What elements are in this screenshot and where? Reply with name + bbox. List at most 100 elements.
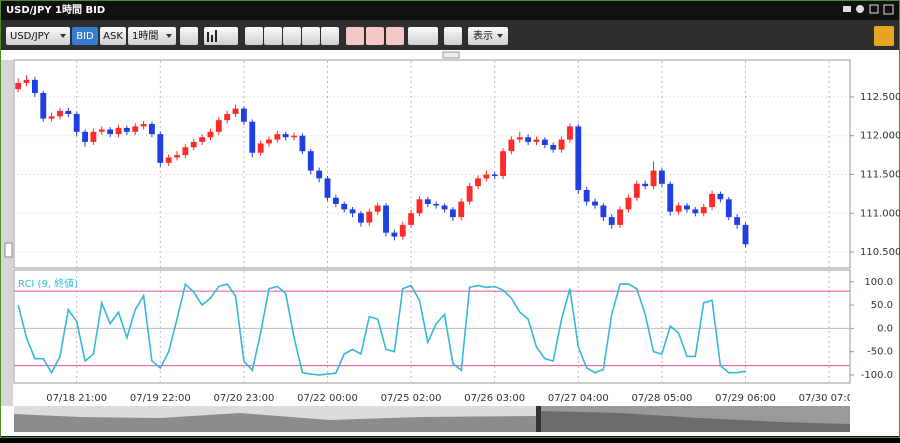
navigator-silhouette bbox=[541, 411, 850, 432]
bid-label: BID bbox=[76, 31, 94, 42]
candle-body bbox=[508, 139, 515, 152]
candle-body bbox=[332, 197, 339, 204]
zoom-in-button[interactable] bbox=[245, 27, 263, 45]
candle-body bbox=[617, 209, 624, 225]
y-tick-label: 50.0 bbox=[871, 300, 893, 311]
candle-body bbox=[558, 139, 565, 150]
indicator-label: RCI (9, 終値) bbox=[18, 277, 78, 290]
candle-body bbox=[383, 205, 389, 233]
candle-body bbox=[458, 201, 465, 218]
candle-body bbox=[483, 174, 490, 179]
candle-body bbox=[374, 205, 381, 212]
candle-body bbox=[165, 157, 172, 163]
y-tick-label: 110.500 bbox=[860, 247, 900, 258]
navigator-handle[interactable] bbox=[536, 406, 541, 432]
candle-body bbox=[408, 213, 415, 225]
candle-body bbox=[466, 186, 473, 202]
order-button[interactable] bbox=[366, 27, 384, 45]
minimize-button[interactable] bbox=[843, 6, 851, 12]
y-tick-label: 111.000 bbox=[860, 208, 900, 219]
candle-body bbox=[349, 209, 356, 214]
candle-body bbox=[182, 147, 189, 156]
symbol-select[interactable] bbox=[6, 27, 70, 45]
candle-body bbox=[391, 232, 398, 237]
compare-button[interactable] bbox=[180, 27, 198, 45]
candle-body bbox=[324, 178, 331, 198]
chart-type-button[interactable] bbox=[204, 27, 238, 45]
candle-body bbox=[215, 120, 222, 132]
candle-body bbox=[500, 151, 506, 177]
candle-body bbox=[667, 183, 674, 212]
x-tick-label: 07/30 07:00 bbox=[799, 393, 860, 404]
candle-body bbox=[40, 93, 47, 119]
candle-body bbox=[157, 134, 164, 163]
order-button[interactable] bbox=[346, 27, 364, 45]
restore-button[interactable] bbox=[869, 4, 879, 14]
candle-body bbox=[31, 79, 38, 94]
interval-label: 1時間 bbox=[132, 30, 158, 42]
candle-body bbox=[73, 113, 80, 132]
candle-body bbox=[23, 79, 30, 83]
side-handle[interactable] bbox=[4, 242, 13, 258]
candle-body bbox=[449, 209, 456, 218]
x-tick-label: 07/28 05:00 bbox=[631, 393, 692, 404]
candle-body bbox=[90, 131, 97, 142]
candle-body bbox=[57, 110, 63, 117]
window-title: USD/JPY 1時間 BID bbox=[6, 3, 105, 16]
candle-body bbox=[115, 127, 122, 135]
navigator-silhouette bbox=[14, 413, 537, 432]
candle-body bbox=[366, 211, 373, 223]
view-label: 表示 bbox=[473, 29, 493, 42]
zoom-out-button[interactable] bbox=[264, 27, 282, 45]
close-button[interactable] bbox=[883, 4, 894, 15]
candle-body bbox=[583, 189, 590, 202]
plot-layer: 07/18 21:00 07/19 22:00 07/20 23:00 07/22 0… bbox=[14, 61, 860, 404]
navigator[interactable] bbox=[14, 406, 850, 432]
candle-body bbox=[692, 209, 699, 214]
snapshot-button[interactable] bbox=[444, 27, 462, 45]
view-button[interactable] bbox=[468, 27, 508, 45]
candle-body bbox=[600, 205, 607, 218]
candle-body bbox=[475, 178, 481, 187]
ask-button[interactable] bbox=[100, 27, 126, 45]
candle-body bbox=[249, 121, 256, 153]
layout-button[interactable] bbox=[302, 27, 320, 45]
panel-handle[interactable] bbox=[442, 51, 460, 59]
candle-body bbox=[190, 141, 197, 148]
candle-body bbox=[567, 126, 573, 140]
y-tick-label: -100.0 bbox=[861, 370, 893, 381]
settings-button[interactable] bbox=[856, 5, 864, 13]
layout-button[interactable] bbox=[283, 27, 301, 45]
candle-body bbox=[358, 213, 364, 223]
candle-body bbox=[140, 124, 147, 127]
candle-body bbox=[123, 127, 130, 132]
candle-body bbox=[608, 217, 615, 225]
window-controls[interactable] bbox=[843, 4, 894, 15]
candle-body bbox=[341, 203, 348, 210]
candle-body bbox=[82, 131, 88, 142]
candle-body bbox=[700, 207, 707, 214]
settings-toggle[interactable] bbox=[874, 26, 894, 46]
order-button[interactable] bbox=[386, 27, 404, 45]
candle-body bbox=[65, 110, 72, 114]
candle-body bbox=[282, 134, 289, 138]
interval-select[interactable] bbox=[128, 27, 176, 45]
candle-body bbox=[257, 143, 264, 153]
bid-button[interactable] bbox=[72, 27, 98, 45]
x-tick-label: 07/22 00:00 bbox=[297, 393, 358, 404]
candle-body bbox=[725, 199, 732, 218]
x-tick-label: 07/19 22:00 bbox=[130, 393, 191, 404]
candle-body bbox=[441, 205, 448, 210]
price-panel bbox=[13, 59, 851, 269]
x-tick-label: 07/18 21:00 bbox=[46, 393, 107, 404]
x-tick-label: 07/25 02:00 bbox=[381, 393, 442, 404]
draw-tool-button[interactable] bbox=[408, 27, 438, 45]
candle-body bbox=[399, 224, 406, 237]
rci-line bbox=[17, 282, 746, 376]
candle-body bbox=[650, 170, 657, 187]
candle-body bbox=[224, 113, 231, 121]
candle-body bbox=[232, 108, 239, 114]
candle-body bbox=[266, 139, 272, 144]
layout-button[interactable] bbox=[321, 27, 339, 45]
candle-body bbox=[15, 82, 22, 90]
